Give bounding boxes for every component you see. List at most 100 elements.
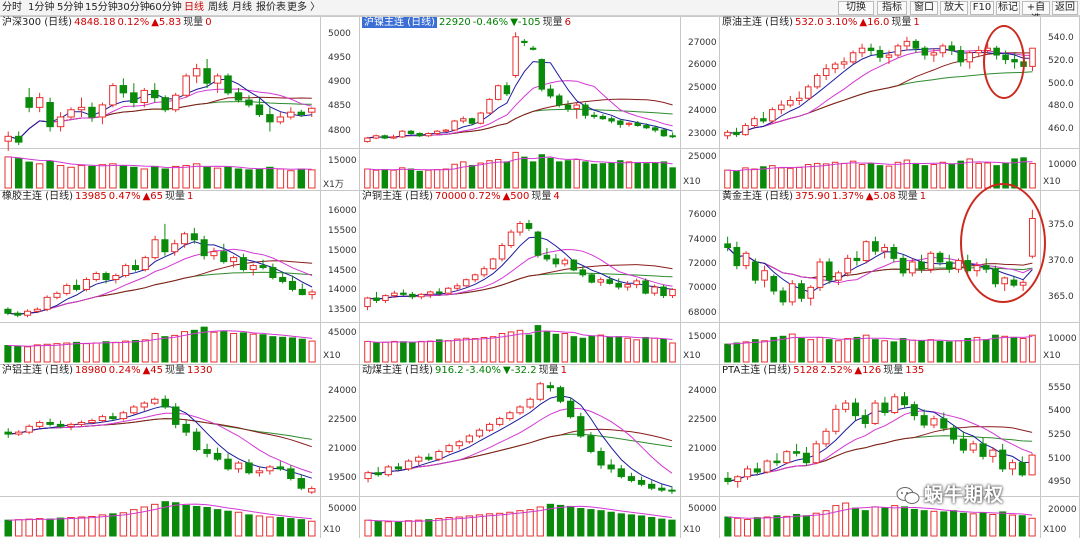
panel-title-coal[interactable]: 动煤主连 (日线) 916.2 -3.40% ▼-32.2 现量 1 [362,365,569,377]
toolbar-button-2[interactable]: 窗口 [910,1,938,15]
toolbar-button-4[interactable]: F10 [970,1,994,15]
candle [33,307,41,314]
candle [979,437,987,460]
candle [308,486,316,494]
candle [415,455,423,465]
panel-hs300[interactable]: 沪深300 (日线) 4848.18 0.12% ▲5.83 现量 0 4800 4850 49… [0,16,360,190]
toolbar-button-6[interactable]: +自选 [1022,1,1050,25]
candle [930,415,938,429]
panel-title-rubber[interactable]: 橡胶主连 (日线) 13985 0.47% ▲65 现量 1 [2,191,195,203]
volume-bar [627,514,636,537]
panel-title-aluminum[interactable]: 沪铝主连 (日线) 18980 0.24% ▲45 现量 1330 [2,365,214,377]
timeframe-tab-2[interactable]: 5分钟 [57,2,84,13]
volume-bar [14,345,22,363]
timeframe-tab-1[interactable]: 1分钟 [28,2,55,13]
candle [266,107,274,132]
title-name: 沪深300 (日线) [2,17,73,28]
volume-bar [415,519,423,537]
candle [760,111,767,124]
timeframe-tab-5[interactable]: 60分钟 [149,2,182,13]
candle [543,247,551,262]
panel-nickel[interactable]: 沪镍主连 (日线) 22920 -0.46% ▼-105 现量 6 23000 24000 25… [360,16,720,190]
volume-bar [1029,162,1036,189]
panel-title-gold[interactable]: 黄金主连 (日线) 375.90 1.37% ▲5.08 现量 1 [722,191,928,203]
candle [840,57,848,69]
timeframe-tab-9[interactable]: 报价表 [256,2,286,13]
candle [734,475,742,488]
candle [192,428,201,452]
candle [751,258,759,284]
volume-bar [751,168,758,189]
candle [634,120,641,127]
title-name: PTA主连 (日线) [722,365,792,376]
candle [1018,456,1026,477]
toolbar-button-1[interactable]: 指标 [877,1,907,15]
volume-bar [969,513,977,537]
timeframe-tab-0[interactable]: 分时 [2,2,22,13]
toolbar-button-7[interactable]: 返回 [1052,1,1078,15]
timeframe-tab-8[interactable]: 月线 [232,2,252,13]
volume-bar [607,511,615,537]
candle [67,422,75,431]
candle [793,443,801,457]
candle [643,123,650,129]
volume-bar [966,158,973,189]
title-name: 黄金主连 (日线) [722,191,793,202]
candle [451,119,458,132]
candle [486,98,493,115]
volume-bar [643,163,650,189]
volume-unit-label: X10 [323,351,341,361]
watermark: 蜗牛期权 [896,482,1004,508]
volume-bar [171,502,180,537]
ma5-line [7,241,313,315]
panel-oil[interactable]: 原油主连 (日线) 532.0 3.10% ▲16.0 现量 1 460.0 480.0 500… [720,16,1080,190]
candle [606,276,613,285]
candle [861,409,869,429]
y-tick-label: 370.0 [1048,256,1074,266]
volume-bar [825,339,833,363]
toolbar-button-3[interactable]: 放大 [940,1,968,15]
title-name: 沪镍主连 (日线) [362,17,437,28]
panel-title-copper[interactable]: 沪铜主连 (日线) 70000 0.72% ▲500 现量 4 [362,191,562,203]
toolbar-button-5[interactable]: 标记 [996,1,1020,15]
candle [910,401,918,421]
volume-bar [910,508,918,537]
candle [658,484,666,493]
toolbar-button-0[interactable]: 切换 [838,1,874,15]
timeframe-tab-10[interactable]: 更多 〉 [287,2,321,13]
candle [743,465,752,480]
volume-bar [573,159,580,189]
chart-aluminum [0,364,360,538]
volume-bar [552,333,560,363]
volume-bar [770,336,778,363]
title-price: 22920 [438,17,471,28]
timeframe-tab-3[interactable]: 15分钟 [85,2,118,13]
candle [642,278,649,295]
volume-unit-label: X100 [1043,525,1067,535]
timeframe-tab-6[interactable]: 日线 [184,2,204,13]
panel-coal[interactable]: 动煤主连 (日线) 916.2 -3.40% ▼-32.2 现量 1 19500 21000 2… [360,364,720,538]
volume-bar [102,341,110,363]
timeframe-tab-7[interactable]: 周线 [208,2,228,13]
volume-ma-line [7,330,313,347]
volume-bar [140,506,149,537]
candle [161,95,169,113]
panel-pta[interactable]: PTA主连 (日线) 5128 2.52% ▲126 现量 135 4950 5100 5250… [720,364,1080,538]
panel-copper[interactable]: 沪铜主连 (日线) 70000 0.72% ▲500 现量 4 68000 70000 7200… [360,190,720,364]
timeframe-tab-4[interactable]: 30分钟 [117,2,150,13]
volume-bar [182,165,190,189]
volume-bar [33,344,41,363]
panel-title-hs300[interactable]: 沪深300 (日线) 4848.18 0.12% ▲5.83 现量 0 [2,17,214,29]
candle [485,422,494,433]
volume-ma-line [8,156,312,170]
candle [969,440,977,454]
volume-bar [660,338,667,363]
panel-title-pta[interactable]: PTA主连 (日线) 5128 2.52% ▲126 现量 135 [722,365,926,377]
panel-rubber[interactable]: 橡胶主连 (日线) 13985 0.47% ▲65 现量 1 13500 14000 14500… [0,190,360,364]
panel-title-nickel[interactable]: 沪镍主连 (日线) 22920 -0.46% ▼-105 现量 6 [362,17,573,29]
panel-aluminum[interactable]: 沪铝主连 (日线) 18980 0.24% ▲45 现量 1330 19500 21000 22… [0,364,360,538]
panel-title-oil[interactable]: 原油主连 (日线) 532.0 3.10% ▲16.0 现量 1 [722,17,922,29]
volume-bar [802,515,810,537]
volume-bar [56,165,65,189]
volume-bar [475,514,484,537]
